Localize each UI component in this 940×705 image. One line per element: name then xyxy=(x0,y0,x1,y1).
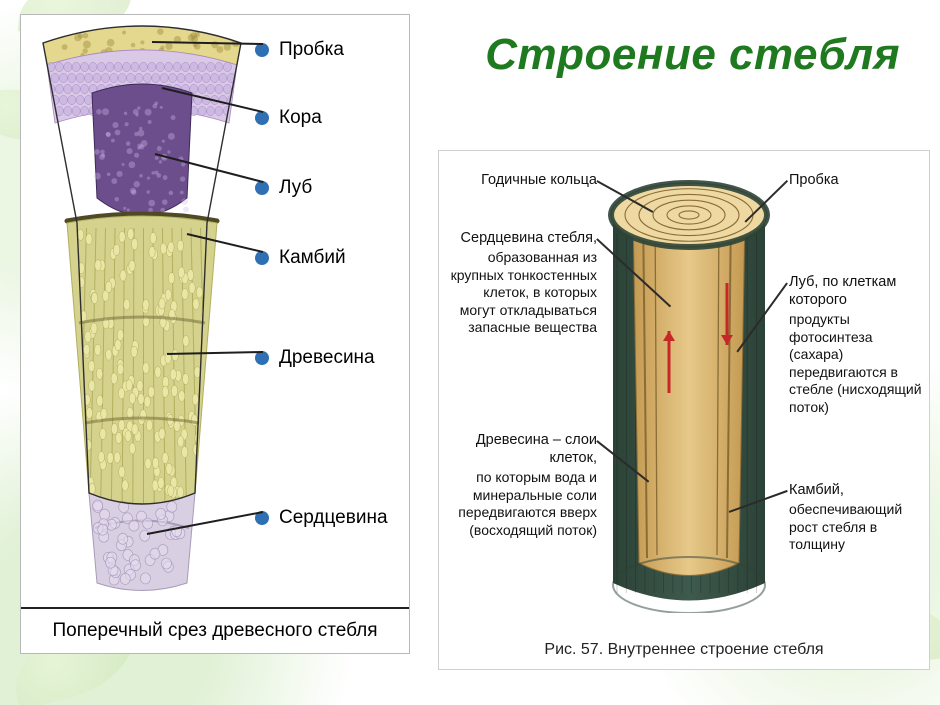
callout-desc: продукты фотосинтеза (сахара) передвигаю… xyxy=(789,311,923,416)
callout-left: Древесина – слои клеток,по которым вода … xyxy=(447,431,597,539)
layer-label-text: Кора xyxy=(279,107,322,129)
label-dot-icon xyxy=(255,111,269,125)
layer-label: Луб xyxy=(255,177,312,199)
layer-label-text: Камбий xyxy=(279,247,346,269)
left-caption: Поперечный срез древесного стебля xyxy=(21,607,409,653)
callout-title: Древесина – слои клеток, xyxy=(447,431,597,467)
callout-desc: обеспечивающий рост стебля в толщину xyxy=(789,501,923,554)
layer-label: Кора xyxy=(255,107,322,129)
label-dot-icon xyxy=(255,43,269,57)
label-dot-icon xyxy=(255,181,269,195)
layer-label: Камбий xyxy=(255,247,346,269)
page-title: Строение стебля xyxy=(485,30,900,80)
callout-desc: образованная из крупных тонкостенных кле… xyxy=(447,249,597,337)
layer-label-text: Пробка xyxy=(279,39,344,61)
layer-label-text: Древесина xyxy=(279,347,375,369)
callout-title: Годичные кольца xyxy=(447,171,597,189)
right-diagram-panel: Годичные кольца Сердцевина стебля, образов… xyxy=(438,150,930,670)
cross-section-illustration xyxy=(37,23,247,593)
callout-title: Камбий, xyxy=(789,481,923,499)
layer-label-text: Сердцевина xyxy=(279,507,388,529)
callout-desc: по которым вода и минеральные соли перед… xyxy=(447,469,597,539)
right-caption: Рис. 57. Внутреннее строение стебля xyxy=(439,641,929,659)
left-figure-area: Пробка Кора Луб Камбий Древесина Сердцевина xyxy=(29,23,403,607)
label-dot-icon xyxy=(255,251,269,265)
callout-left: Сердцевина стебля, образованная из крупны… xyxy=(447,229,597,337)
callout-title: Луб, по клеткам которого xyxy=(789,273,923,309)
callout-right: Луб, по клеткам которогопродукты фотосин… xyxy=(789,273,923,416)
layer-label: Пробка xyxy=(255,39,344,61)
callout-title: Сердцевина стебля, xyxy=(447,229,597,247)
left-diagram-panel: Пробка Кора Луб Камбий Древесина Сердцевина П… xyxy=(20,14,410,654)
layer-label-text: Луб xyxy=(279,177,312,199)
callout-right: Камбий, обеспечивающий рост стебля в толщ… xyxy=(789,481,923,554)
stem-3d-illustration xyxy=(599,163,779,613)
layer-label: Древесина xyxy=(255,347,375,369)
callout-left: Годичные кольца xyxy=(447,171,597,191)
layer-label: Сердцевина xyxy=(255,507,388,529)
callout-title: Пробка xyxy=(789,171,923,189)
callout-right: Пробка xyxy=(789,171,923,191)
